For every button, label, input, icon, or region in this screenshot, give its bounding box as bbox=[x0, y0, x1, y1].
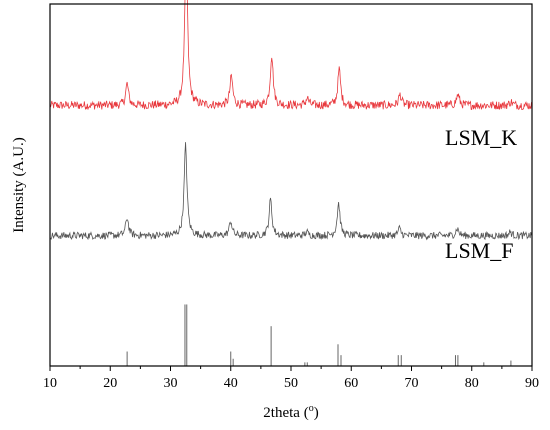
y-axis-title: Intensity (A.U.) bbox=[11, 137, 27, 232]
x-axis: 10 20 30 40 50 60 70 80 90 bbox=[43, 366, 539, 391]
x-axis-title: 2theta (o) bbox=[263, 403, 318, 421]
series-line-lsm-f bbox=[49, 142, 533, 241]
reference-lines bbox=[126, 304, 512, 366]
x-tick-label: 20 bbox=[103, 376, 117, 391]
x-tick-label: 30 bbox=[164, 376, 178, 391]
plot-frame bbox=[49, 3, 533, 367]
x-tick-label: 80 bbox=[465, 376, 479, 391]
x-tick-label: 70 bbox=[405, 376, 419, 391]
series-label-lsm-f: LSM_F bbox=[445, 238, 513, 263]
series-line-lsm-k bbox=[49, 0, 533, 111]
x-tick-label: 10 bbox=[43, 376, 57, 391]
x-tick-label: 60 bbox=[344, 376, 358, 391]
x-tick-label: 50 bbox=[284, 376, 298, 391]
series-layer bbox=[49, 0, 533, 241]
x-tick-label: 90 bbox=[525, 376, 539, 391]
x-tick-label: 40 bbox=[224, 376, 238, 391]
series-label-lsm-k: LSM_K bbox=[445, 125, 517, 150]
